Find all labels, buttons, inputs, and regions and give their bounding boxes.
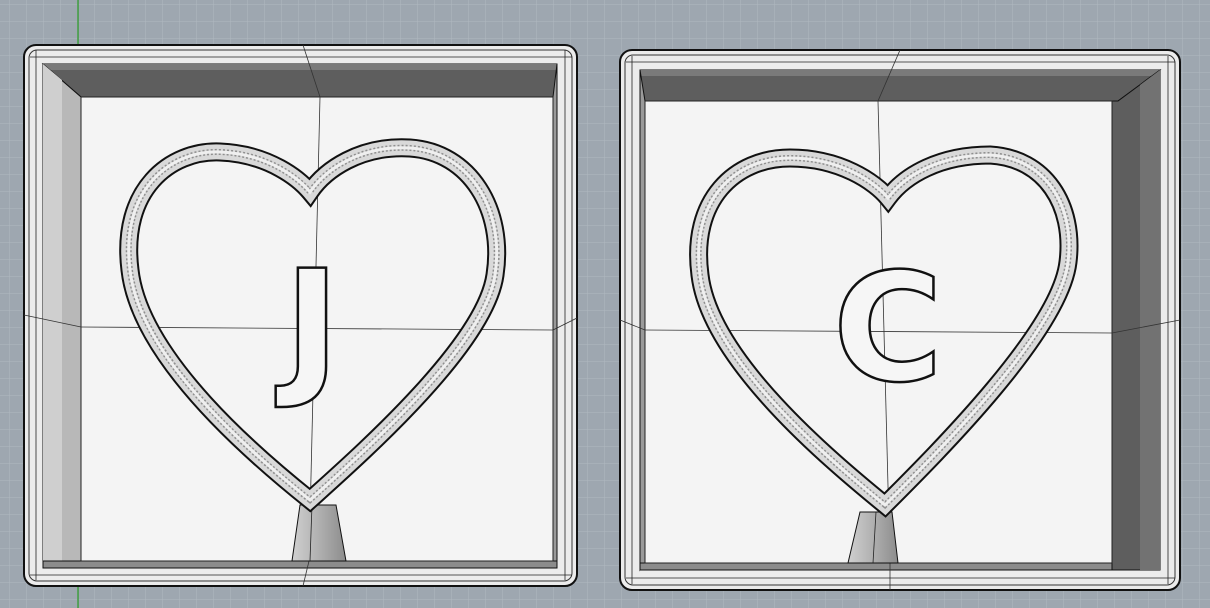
letter-c: C xyxy=(833,242,943,416)
heart-stem-left xyxy=(291,504,347,562)
letter-j: J xyxy=(275,239,340,413)
model-right[interactable]: C xyxy=(619,49,1181,591)
heart-frame-right xyxy=(689,145,1079,518)
model-left[interactable]: J xyxy=(23,44,578,587)
heart-frame-left xyxy=(119,138,507,513)
